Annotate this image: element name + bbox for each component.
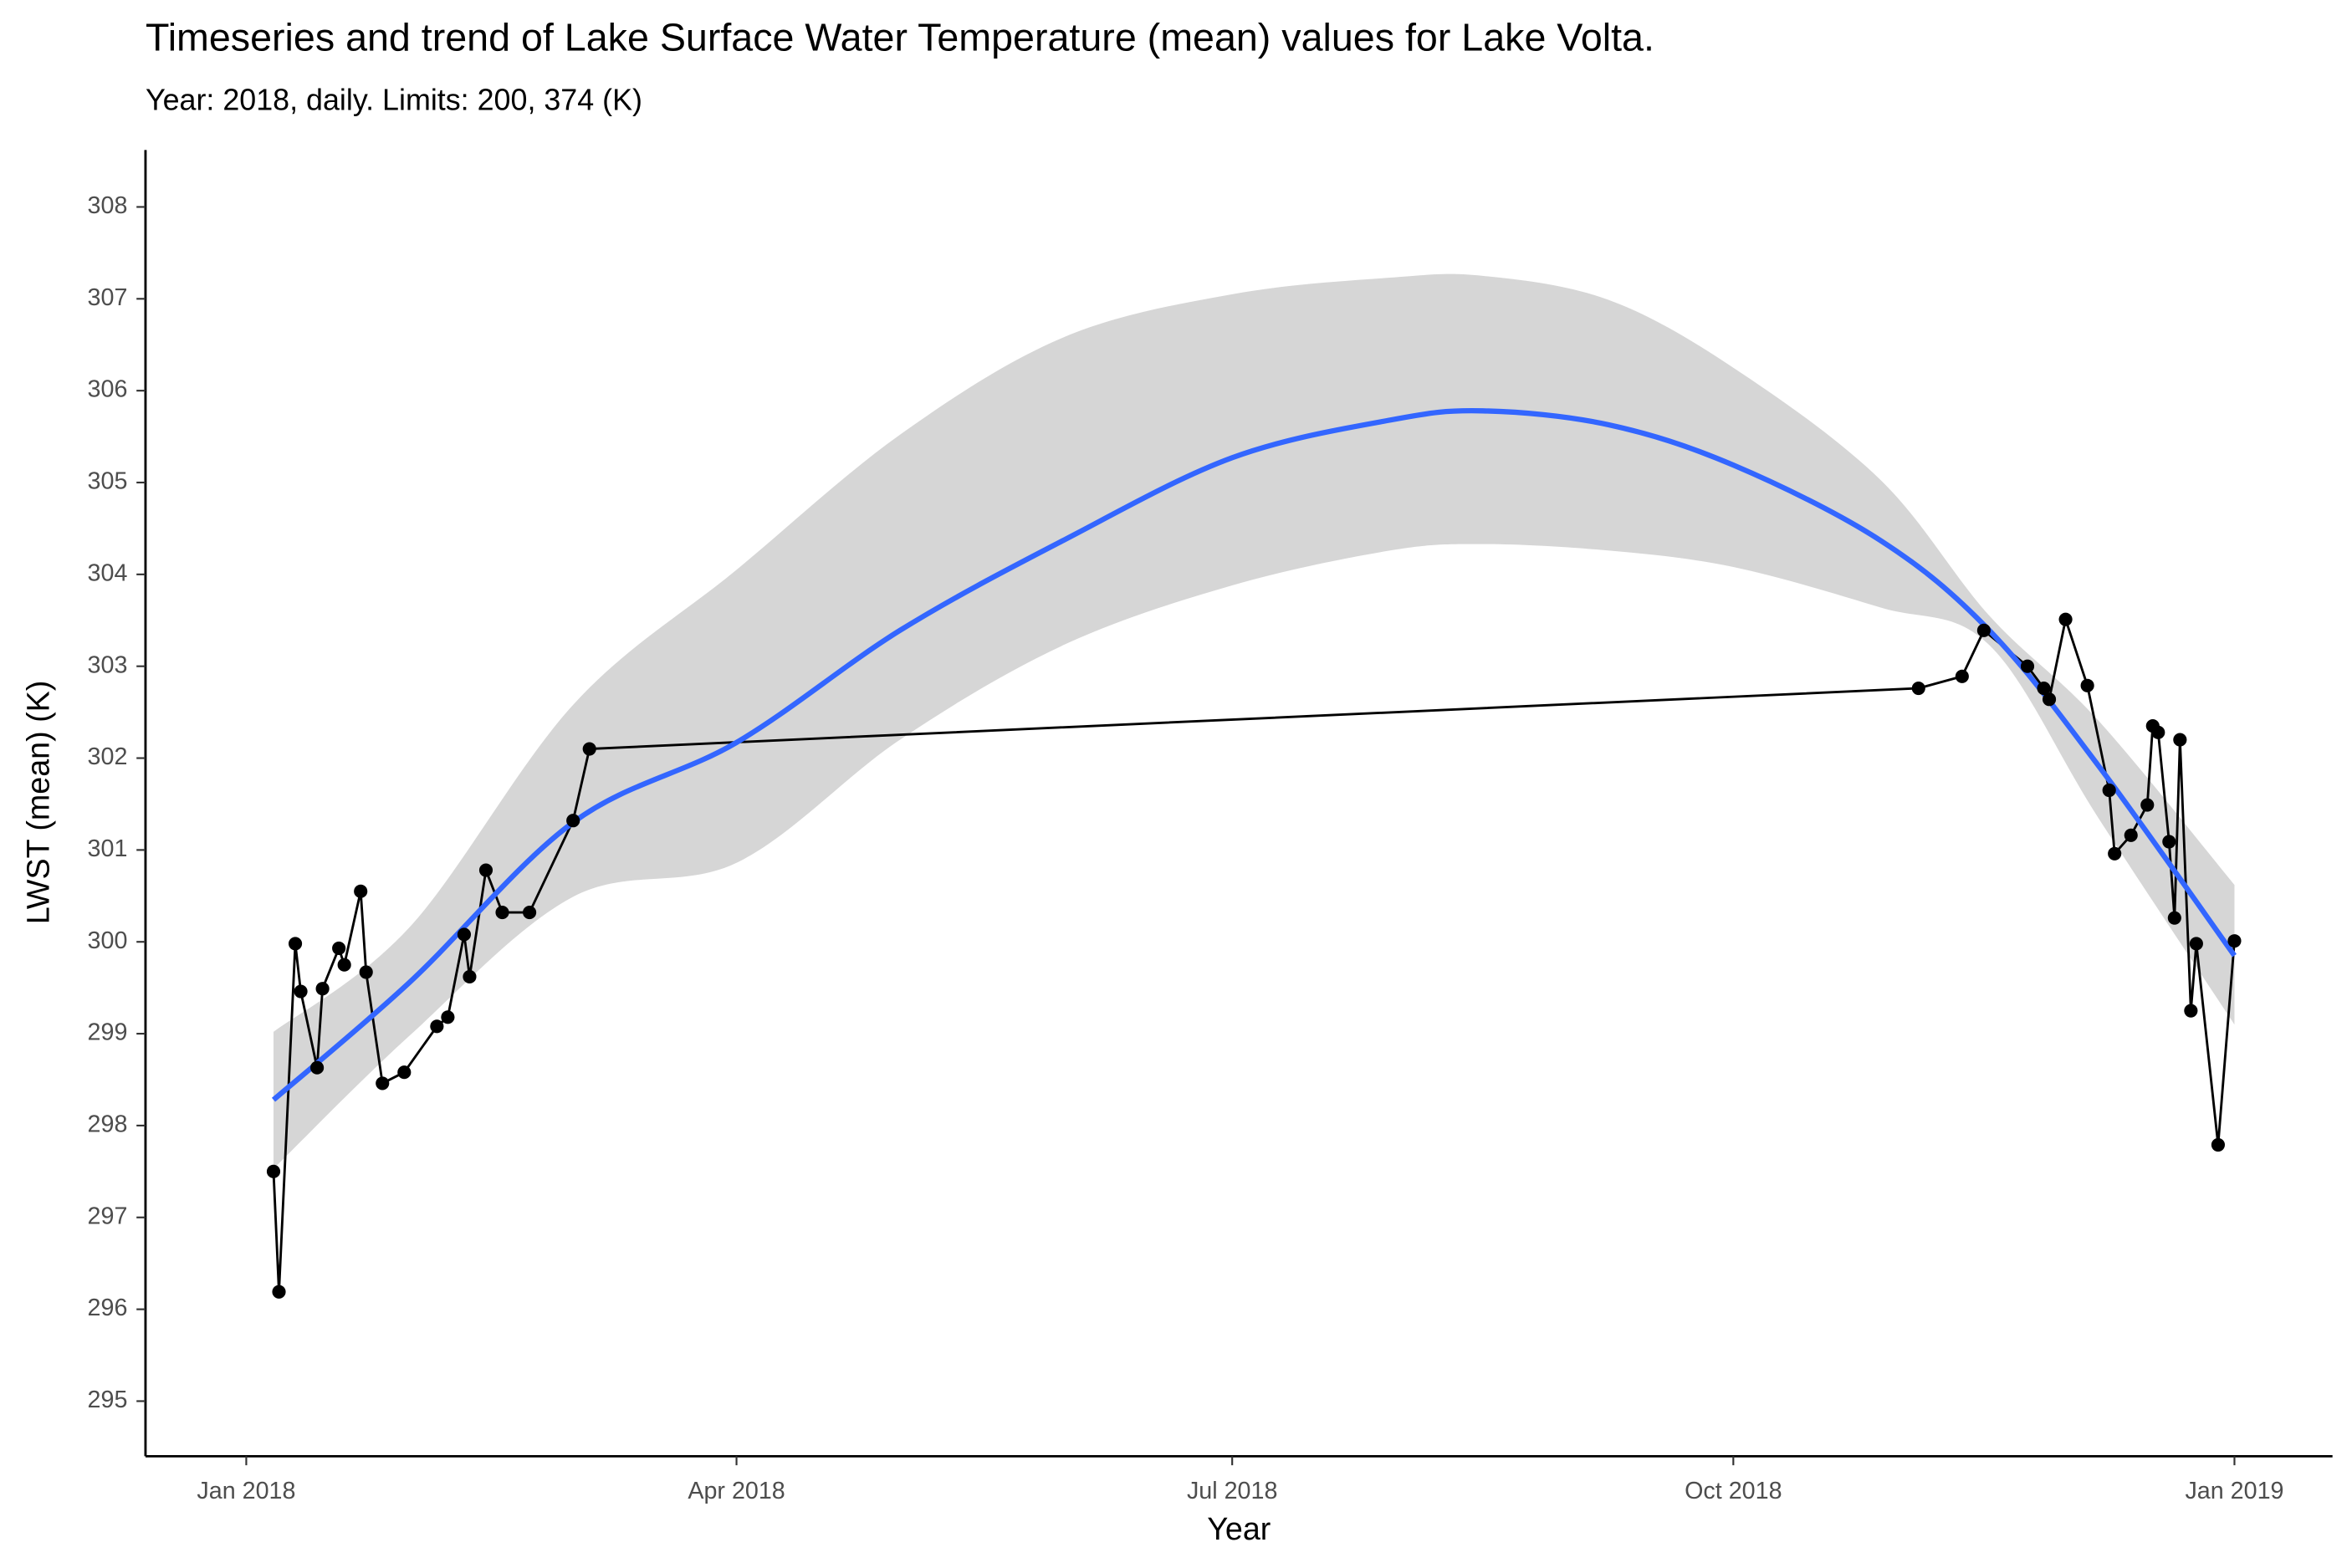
data-point: [441, 1010, 455, 1024]
data-point: [430, 1019, 444, 1034]
y-tick-label: 305: [88, 468, 128, 495]
data-point: [2211, 1137, 2225, 1152]
data-point: [310, 1060, 325, 1075]
y-tick-label: 306: [88, 376, 128, 403]
y-tick-label: 298: [88, 1111, 128, 1138]
y-tick-label: 303: [88, 651, 128, 678]
data-point: [2124, 828, 2138, 842]
data-point: [2184, 1004, 2198, 1018]
data-point: [2227, 934, 2242, 948]
data-point: [2151, 725, 2165, 739]
data-point: [463, 969, 477, 984]
data-point: [2140, 798, 2155, 812]
x-axis-title: Year: [1207, 1511, 1271, 1546]
data-point: [2102, 783, 2116, 798]
data-point: [523, 906, 537, 920]
confidence-ribbon: [273, 273, 2235, 1169]
chart-title: Timeseries and trend of Lake Surface Wat…: [146, 16, 1654, 59]
y-tick-label: 304: [88, 559, 128, 586]
data-point: [288, 937, 303, 951]
data-point: [272, 1285, 286, 1299]
y-tick-label: 302: [88, 743, 128, 770]
y-tick-label: 300: [88, 927, 128, 954]
data-point: [359, 965, 373, 979]
y-tick-label: 307: [88, 284, 128, 311]
data-point: [354, 884, 368, 898]
data-point: [566, 814, 580, 828]
y-tick-label: 299: [88, 1019, 128, 1046]
data-point: [2162, 835, 2176, 849]
data-point: [2108, 846, 2122, 861]
data-point: [495, 906, 509, 920]
trend-line: [271, 408, 2237, 1102]
data-point: [2042, 692, 2057, 707]
data-point: [332, 941, 346, 955]
x-tick-label: Apr 2018: [688, 1478, 785, 1504]
y-axis-title: LWST (mean) (K): [20, 681, 55, 925]
data-point: [478, 863, 493, 877]
x-tick-label: Oct 2018: [1685, 1478, 1782, 1504]
data-point: [2058, 612, 2073, 626]
y-tick-label: 295: [88, 1387, 128, 1413]
data-point: [1955, 669, 1969, 683]
y-tick-label: 301: [88, 835, 128, 862]
x-tick-label: Jul 2018: [1187, 1478, 1277, 1504]
data-point: [2080, 678, 2094, 692]
data-point: [457, 927, 472, 942]
x-tick-label: Jan 2018: [197, 1478, 295, 1504]
data-point: [2037, 681, 2051, 696]
x-tick-label: Jan 2019: [2185, 1478, 2283, 1504]
data-point: [315, 982, 330, 996]
data-point: [2167, 911, 2181, 925]
data-point: [397, 1065, 412, 1080]
data-point: [376, 1076, 390, 1090]
data-point: [2173, 733, 2187, 747]
data-point: [582, 742, 596, 756]
chart-subtitle: Year: 2018, daily. Limits: 200, 374 (K): [146, 83, 642, 116]
data-point: [266, 1164, 281, 1178]
data-point: [2020, 659, 2035, 673]
data-point: [294, 984, 308, 999]
data-point: [1976, 623, 1991, 637]
y-tick-label: 297: [88, 1203, 128, 1229]
data-point: [2189, 937, 2203, 951]
data-point: [1911, 681, 1925, 696]
data-point: [337, 958, 351, 972]
y-tick-label: 308: [88, 192, 128, 219]
y-tick-label: 296: [88, 1295, 128, 1321]
